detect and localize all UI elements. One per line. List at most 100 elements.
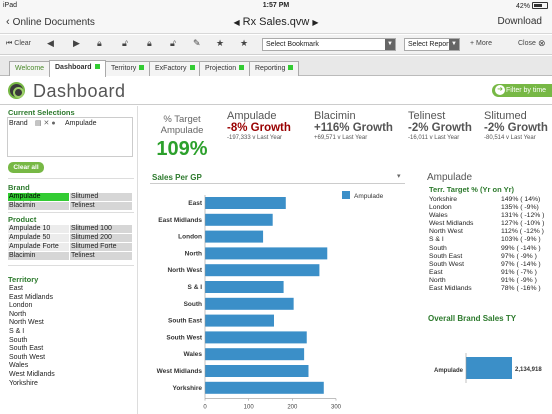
tab-label: Reporting [255,65,286,72]
list-item[interactable]: East [9,285,24,292]
unlock-icon[interactable]: 🔓︎ [122,38,128,48]
chevron-left-icon: ‹ [6,16,10,28]
edit-icon[interactable]: ✎ [193,38,201,48]
dashboard-header: Dashboard ➜ Filter by time [0,77,552,105]
overall-sales-title: Overall Brand Sales TY [428,314,517,323]
bar[interactable] [205,297,294,310]
document-title: ◀ Rx Sales.qvw ▶ [0,16,552,28]
tab-projection[interactable]: Projection [199,61,251,76]
tab-territory[interactable]: Territory [105,61,151,76]
back-label: Online Documents [12,17,95,28]
category-label: South West [166,334,202,341]
bar[interactable] [466,357,512,379]
close-button[interactable]: Close [518,40,536,47]
category-label: South [184,301,202,308]
list-item[interactable]: Slitumed 200 [70,234,132,242]
list-item[interactable]: Yorkshire [9,379,38,387]
bar[interactable] [205,348,305,361]
list-item[interactable]: Ampulade [8,193,69,201]
list-item[interactable]: Telinest [70,202,132,210]
list-item[interactable]: East Midlands [9,293,53,301]
kpi-blacimin: Blacimin +116% Growth +69,571 v Last Yea… [314,110,393,141]
list-item[interactable]: Wales [9,362,29,370]
tab-exfactory[interactable]: ExFactory [149,61,201,76]
forward-selection-icon[interactable]: ▶ [73,38,80,48]
list-item[interactable]: Blacimin [8,202,69,210]
territory-name: North West [429,228,463,236]
list-item[interactable]: Ampulade 50 [8,234,69,242]
download-button[interactable]: Download [497,16,542,27]
list-item[interactable]: Slitumed 100 [70,225,132,233]
list-item[interactable]: Ampulade 10 [8,225,69,233]
clear-icon: ⏮ [6,40,13,47]
list-item[interactable]: S & I [9,327,25,335]
filter-by-time-button[interactable]: ➜ Filter by time [492,84,552,97]
next-document-icon[interactable]: ▶ [312,18,319,27]
tab-reporting[interactable]: Reporting [249,61,300,76]
clear-button[interactable]: ⏮ Clear [6,40,31,48]
chart-menu-icon[interactable]: ▾ [397,173,401,180]
divider [150,183,405,184]
bar[interactable] [205,213,273,226]
sales-per-gp-chart[interactable]: East East Midlands London North North West S … [146,184,406,414]
divider [8,178,134,179]
tab-dashboard[interactable]: Dashboard [49,60,106,77]
bookmark-icon[interactable]: ★ [240,38,249,48]
kpi-ampulade: Ampulade -8% Growth -197,333 v Last Year [227,110,291,141]
back-selection-icon[interactable]: ◀ [47,38,54,48]
battery-icon [532,2,548,9]
more-button[interactable]: + More [470,40,492,47]
bar[interactable] [205,230,264,243]
list-item[interactable]: Blacimin [8,252,69,260]
back-button[interactable]: ‹ Online Documents [6,16,95,28]
territory-value: 112% ( -12% ) [501,228,544,236]
list-item[interactable]: West Midlands [9,370,55,378]
x-tick-label: 0 [203,405,207,411]
close-circle-icon[interactable]: ⊗ [538,38,546,48]
overall-sales-chart[interactable]: Ampulade 2,134,918 [422,350,552,390]
kpi-detail: -80,514 v Last Year [484,135,536,141]
chart-title: Sales Per GP [152,173,202,182]
territory-value: 131% ( -12% ) [501,212,545,220]
prev-document-icon[interactable]: ◀ [233,18,240,27]
list-item[interactable]: Telinest [70,252,132,260]
lock-icon[interactable]: 🔒︎ [97,38,102,48]
bar[interactable] [205,197,286,209]
list-item[interactable]: South [9,336,28,344]
bookmark-select[interactable]: Select Bookmark ▼ [262,38,396,51]
bar[interactable] [205,331,307,344]
clear-all-button[interactable]: Clear all [8,162,44,173]
category-label: North West [167,267,202,274]
category-label: London [178,234,202,241]
bar[interactable] [205,264,320,277]
list-item[interactable]: South West [9,353,46,361]
territory-name: Wales [429,212,448,220]
divider [8,212,134,213]
add-bookmark-icon[interactable]: ★ [216,38,225,48]
list-item[interactable]: South East [9,345,44,353]
bar[interactable] [205,314,274,327]
table-row: East Midlands 78% ( -16% ) [429,285,547,293]
selection-tools-icon[interactable]: ▤ ✕ ● [35,120,56,127]
selection-value: Ampulade [65,120,97,127]
lock-all-icon[interactable]: 🔒︎ [147,38,152,48]
bar[interactable] [205,281,284,293]
list-item[interactable]: Ampulade Forte [8,243,69,251]
unlock-all-icon[interactable]: 🔓︎ [170,38,176,48]
table-row: London 135% ( -9%) [429,204,547,212]
tab-welcome[interactable]: Welcome [9,61,51,76]
report-select[interactable]: Select Report ▼ [404,38,460,51]
bar[interactable] [205,365,309,377]
territory-value: 149% ( 14%) [501,196,541,203]
territory-name: South East [429,252,463,260]
list-item[interactable]: Slitumed [70,193,132,201]
list-item[interactable]: North West [9,319,44,327]
bar[interactable] [205,247,328,260]
list-item[interactable]: London [9,302,33,310]
bar[interactable] [205,381,324,394]
kpi-name: Slitumed [484,110,527,122]
list-item[interactable]: Slitumed Forte [70,243,132,251]
list-item[interactable]: North [9,310,27,318]
territory-name: East Midlands [429,285,472,293]
category-label: West Midlands [157,368,203,375]
